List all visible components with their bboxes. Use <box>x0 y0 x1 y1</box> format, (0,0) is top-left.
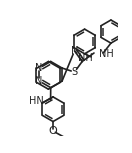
Text: HN: HN <box>29 96 44 106</box>
Text: O: O <box>49 126 57 136</box>
Text: NH: NH <box>78 53 93 63</box>
Text: N: N <box>35 76 42 86</box>
Text: NH: NH <box>99 49 114 59</box>
Text: N: N <box>71 46 78 56</box>
Text: S: S <box>71 67 78 77</box>
Text: N: N <box>35 63 42 73</box>
